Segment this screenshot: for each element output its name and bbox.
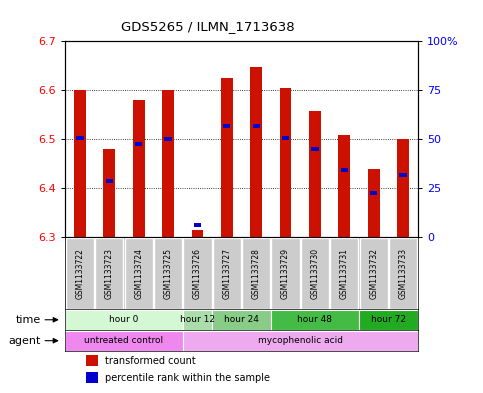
- Bar: [66, 238, 94, 309]
- Text: GSM1133723: GSM1133723: [105, 248, 114, 299]
- Text: GSM1133733: GSM1133733: [398, 248, 408, 299]
- Text: percentile rank within the sample: percentile rank within the sample: [105, 373, 270, 383]
- Bar: [242, 238, 270, 309]
- Bar: [341, 168, 348, 172]
- Text: hour 0: hour 0: [109, 315, 139, 324]
- Bar: [212, 310, 271, 330]
- Bar: [271, 310, 359, 330]
- Bar: [213, 238, 241, 309]
- Bar: [360, 238, 388, 309]
- Bar: [154, 238, 182, 309]
- Bar: [223, 124, 230, 128]
- Bar: [86, 354, 98, 366]
- Text: mycophenolic acid: mycophenolic acid: [258, 336, 343, 345]
- Bar: [133, 100, 144, 237]
- Text: GSM1133722: GSM1133722: [75, 248, 85, 299]
- Bar: [397, 140, 409, 237]
- Bar: [76, 136, 84, 140]
- Bar: [184, 238, 212, 309]
- Bar: [86, 371, 98, 384]
- Text: hour 72: hour 72: [371, 315, 406, 324]
- Text: GSM1133728: GSM1133728: [252, 248, 261, 299]
- Text: hour 12: hour 12: [180, 315, 215, 324]
- Text: GSM1133724: GSM1133724: [134, 248, 143, 299]
- Text: GDS5265 / ILMN_1713638: GDS5265 / ILMN_1713638: [121, 20, 295, 33]
- Text: hour 24: hour 24: [224, 315, 259, 324]
- Bar: [162, 90, 174, 237]
- Bar: [221, 78, 233, 237]
- Bar: [271, 238, 299, 309]
- Bar: [368, 169, 380, 237]
- Bar: [106, 179, 113, 183]
- Text: GSM1133727: GSM1133727: [222, 248, 231, 299]
- Bar: [280, 88, 291, 237]
- Text: GSM1133726: GSM1133726: [193, 248, 202, 299]
- Text: hour 48: hour 48: [298, 315, 332, 324]
- Bar: [253, 124, 260, 128]
- Bar: [309, 111, 321, 237]
- Text: GSM1133732: GSM1133732: [369, 248, 378, 299]
- Text: agent: agent: [8, 336, 41, 346]
- Bar: [301, 238, 329, 309]
- Bar: [339, 136, 350, 237]
- Text: GSM1133731: GSM1133731: [340, 248, 349, 299]
- Bar: [95, 238, 123, 309]
- Bar: [389, 238, 417, 309]
- Bar: [282, 136, 289, 140]
- Text: time: time: [15, 315, 41, 325]
- Bar: [74, 90, 86, 237]
- Bar: [250, 67, 262, 237]
- Bar: [370, 191, 377, 195]
- Bar: [330, 238, 358, 309]
- Bar: [359, 310, 418, 330]
- Bar: [183, 310, 212, 330]
- Text: GSM1133730: GSM1133730: [311, 248, 319, 299]
- Bar: [125, 238, 153, 309]
- Text: untreated control: untreated control: [85, 336, 164, 345]
- Text: GSM1133725: GSM1133725: [164, 248, 172, 299]
- Bar: [164, 138, 172, 141]
- Bar: [65, 310, 183, 330]
- Bar: [399, 173, 407, 176]
- Bar: [65, 331, 183, 351]
- Bar: [183, 331, 418, 351]
- Bar: [192, 230, 203, 237]
- Bar: [135, 142, 142, 146]
- Bar: [194, 223, 201, 227]
- Bar: [311, 147, 319, 151]
- Text: GSM1133729: GSM1133729: [281, 248, 290, 299]
- Text: transformed count: transformed count: [105, 356, 196, 365]
- Bar: [103, 149, 115, 237]
